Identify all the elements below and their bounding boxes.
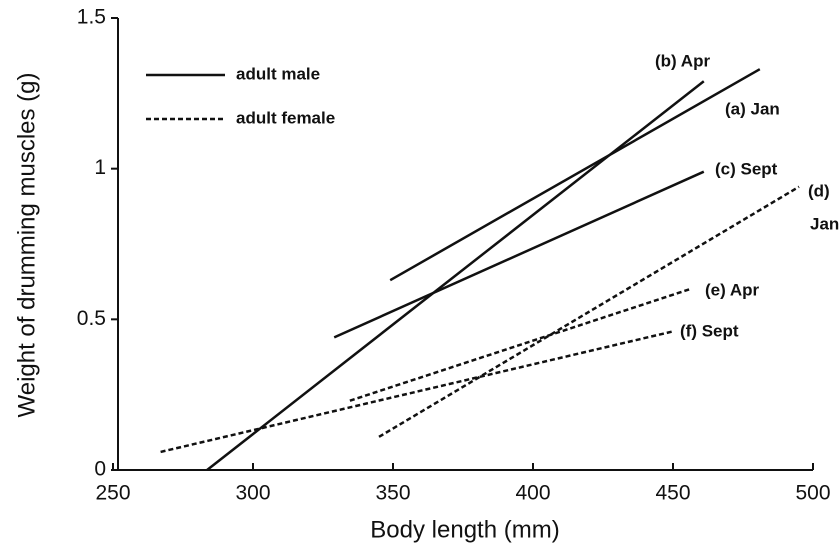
regression-line <box>389 68 761 282</box>
x-tick-label: 250 <box>95 482 130 505</box>
y-tick-label: 1.5 <box>77 6 106 29</box>
line-annotation: (c) Sept <box>715 159 778 178</box>
line-annotation: (f) Sept <box>680 321 739 340</box>
line-annotation: (d) <box>808 181 830 200</box>
regression-line <box>206 80 705 471</box>
legend-label: adult male <box>236 64 320 83</box>
y-tick-label: 1 <box>94 156 106 179</box>
x-tick-label: 400 <box>515 482 550 505</box>
regression-line <box>333 170 705 339</box>
line-annotation: (e) Apr <box>705 280 760 299</box>
x-axis-title: Body length (mm) <box>370 516 559 543</box>
regression-line <box>160 330 674 454</box>
y-tick-label: 0 <box>94 458 106 481</box>
x-tick-label: 300 <box>235 482 270 505</box>
line-annotation: (b) Apr <box>655 51 710 70</box>
line-annotation: Jan <box>810 214 839 233</box>
y-tick-label: 0.5 <box>77 307 106 330</box>
regression-line <box>349 288 691 402</box>
legend-label: adult female <box>236 108 335 127</box>
x-tick-label: 450 <box>655 482 690 505</box>
regression-line <box>378 185 800 438</box>
line-annotation: (a) Jan <box>725 99 780 118</box>
x-tick-label: 500 <box>795 482 830 505</box>
x-tick-label: 350 <box>375 482 410 505</box>
y-axis-title: Weight of drumming muscles (g) <box>13 73 40 418</box>
